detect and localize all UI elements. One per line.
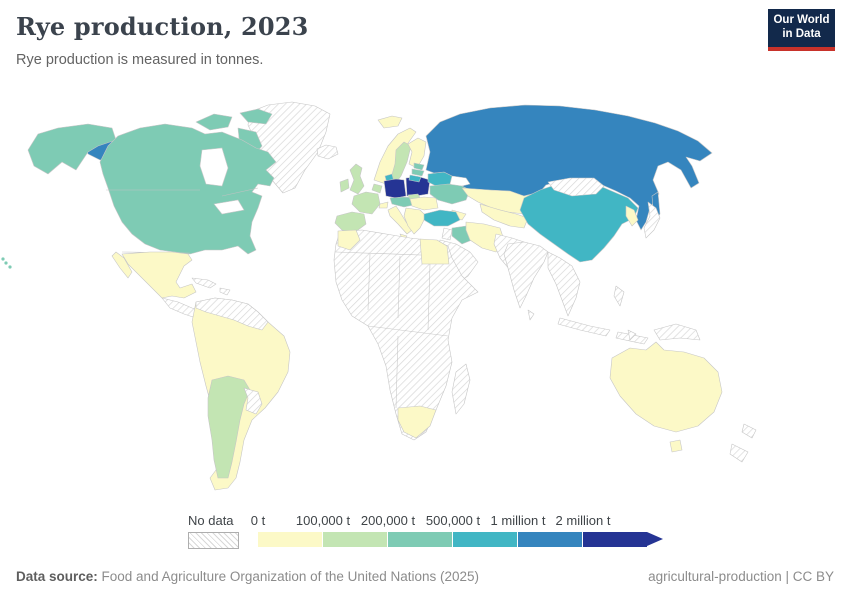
legend-tick-label: 1 million t (490, 513, 546, 528)
region-argentina[interactable] (207, 375, 251, 479)
region-paraguay-uruguay[interactable] (243, 387, 263, 415)
region-tasmania[interactable] (669, 439, 683, 453)
region-sweden[interactable] (390, 141, 412, 185)
region-hawaii[interactable] (1, 257, 5, 261)
region-sri-lanka[interactable] (527, 309, 535, 321)
great-lakes (213, 199, 245, 215)
region-japan[interactable] (643, 201, 661, 239)
legend-tick-label: 200,000 t (360, 513, 416, 528)
region-germany[interactable] (383, 178, 407, 199)
region-ireland[interactable] (339, 178, 350, 193)
map-legend: No data 0 t 100,000 t 200,000 t 500,000 t 1 … (188, 513, 663, 553)
region-south-africa[interactable] (397, 405, 437, 439)
region-new-guinea[interactable] (653, 323, 701, 341)
legend-tick-label: 0 t (250, 513, 266, 528)
legend-bin-swatch[interactable] (388, 532, 452, 547)
data-source: Data source: Food and Agriculture Organi… (16, 569, 479, 584)
region-southeast-asia[interactable] (547, 251, 581, 317)
legend-bin-swatch[interactable] (518, 532, 582, 547)
hudson-bay (199, 147, 229, 187)
page-title: Rye production, 2023 (16, 12, 309, 41)
legend-bin-swatch[interactable] (583, 532, 647, 547)
region-hungary-romania[interactable] (409, 196, 439, 211)
region-latvia[interactable] (411, 168, 425, 177)
region-madagascar[interactable] (451, 363, 471, 415)
region-united-kingdom[interactable] (349, 163, 365, 195)
region-syria-jordan[interactable] (441, 227, 453, 241)
region-central-asia[interactable] (479, 203, 529, 229)
legend-bin-swatch[interactable] (453, 532, 517, 547)
region-new-zealand[interactable] (729, 443, 749, 463)
region-canada-arctic-islands[interactable] (239, 108, 273, 125)
region-hispaniola[interactable] (219, 287, 231, 296)
legend-bins: 0 t 100,000 t 200,000 t 500,000 t 1 million … (251, 513, 738, 553)
region-spain-portugal[interactable] (334, 211, 367, 234)
region-turkey[interactable] (423, 209, 461, 227)
africa-internal-borders (335, 251, 449, 409)
legend-bin-swatch[interactable] (323, 532, 387, 547)
data-source-label: Data source: (16, 569, 98, 584)
region-estonia[interactable] (413, 162, 425, 171)
region-sulawesi[interactable] (627, 329, 637, 341)
legend-arrow (647, 532, 663, 546)
region-hawaii[interactable] (8, 265, 12, 269)
legend-tick-labels: 0 t 100,000 t 200,000 t 500,000 t 1 million … (251, 513, 738, 532)
region-switzerland[interactable] (378, 201, 389, 209)
license-link[interactable]: agricultural-production | CC BY (648, 569, 834, 584)
region-ukraine[interactable] (429, 183, 471, 205)
region-iceland[interactable] (316, 144, 339, 160)
legend-bar (258, 532, 663, 547)
data-source-text: Food and Agriculture Organization of the… (97, 569, 480, 584)
legend-tick-label: 2 million t (555, 513, 611, 528)
region-egypt[interactable] (419, 238, 450, 265)
legend-tick-label: 500,000 t (425, 513, 481, 528)
owid-logo[interactable]: Our World in Data (768, 9, 835, 51)
legend-tick-label: 100,000 t (295, 513, 351, 528)
region-netherlands-belgium[interactable] (371, 183, 383, 194)
region-balkans-greece[interactable] (403, 207, 427, 235)
legend-bin-swatch[interactable] (258, 532, 322, 547)
region-australia[interactable] (609, 341, 723, 433)
world-map (0, 95, 850, 507)
region-philippines[interactable] (613, 285, 625, 307)
region-lithuania[interactable] (408, 174, 422, 183)
region-canada-united-states[interactable] (99, 123, 277, 255)
region-cuba[interactable] (191, 277, 217, 289)
region-france[interactable] (351, 191, 381, 215)
region-morocco[interactable] (337, 229, 361, 251)
region-india[interactable] (503, 241, 549, 309)
chart-subtitle: Rye production is measured in tonnes. (16, 52, 264, 68)
region-svalbard[interactable] (377, 115, 403, 129)
region-new-zealand[interactable] (741, 423, 757, 439)
no-data-label: No data (188, 513, 234, 528)
region-finland[interactable] (407, 137, 427, 169)
region-mexico[interactable] (121, 251, 197, 299)
region-alaska[interactable] (27, 123, 117, 175)
no-data-swatch[interactable] (188, 532, 239, 549)
region-baja-california[interactable] (111, 251, 133, 279)
region-hawaii[interactable] (4, 261, 8, 265)
owid-logo-line2: in Data (782, 28, 821, 40)
owid-logo-line1: Our World (773, 14, 830, 27)
region-korea[interactable] (625, 205, 639, 227)
region-mongolia[interactable] (547, 177, 605, 197)
chart-footer: Data source: Food and Agriculture Organi… (0, 569, 850, 584)
region-canada-arctic-islands[interactable] (195, 113, 233, 131)
region-indonesia[interactable] (557, 317, 611, 337)
region-colombia-venezuela-guyanas[interactable] (195, 297, 269, 331)
